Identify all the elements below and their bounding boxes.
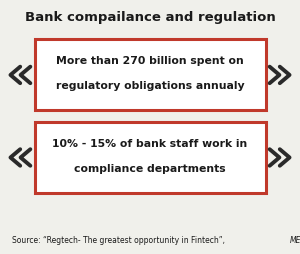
Text: regulatory obligations annualy: regulatory obligations annualy <box>56 81 244 91</box>
Text: 10% - 15% of bank staff work in: 10% - 15% of bank staff work in <box>52 139 247 149</box>
Text: compliance departments: compliance departments <box>74 164 226 174</box>
Text: Source: “Regtech- The greatest opportunity in Fintech”,: Source: “Regtech- The greatest opportuni… <box>12 235 227 245</box>
FancyBboxPatch shape <box>34 122 266 193</box>
FancyBboxPatch shape <box>34 39 266 110</box>
Text: Bank compailance and regulation: Bank compailance and regulation <box>25 11 275 24</box>
Text: More than 270 billion spent on: More than 270 billion spent on <box>56 56 244 66</box>
Text: MEDICI: MEDICI <box>290 235 300 245</box>
